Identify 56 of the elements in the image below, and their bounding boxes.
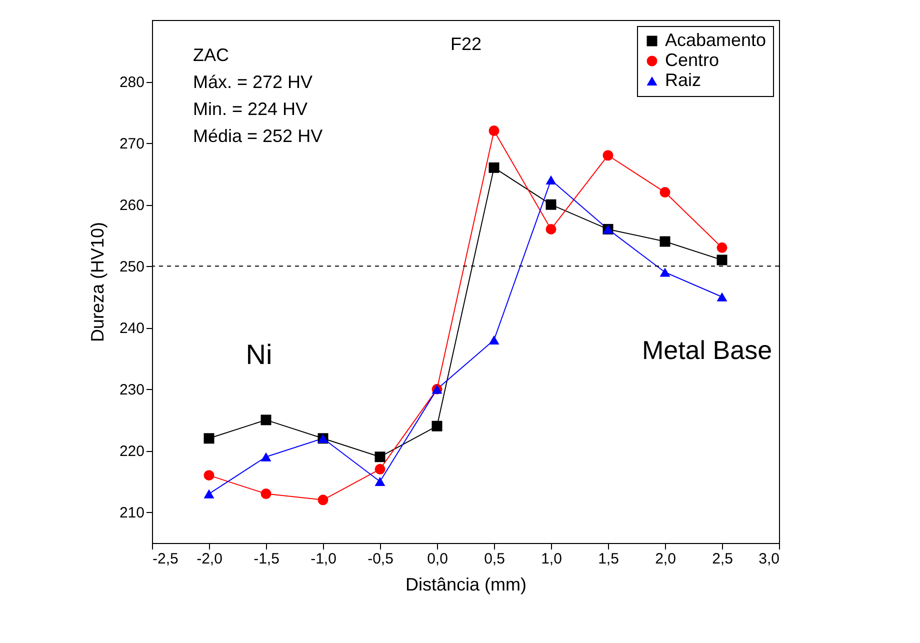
annotation: Metal Base [642,335,772,365]
y-axis-title: Dureza (HV10) [87,222,108,342]
point [260,488,272,500]
annotation: ZAC [193,45,229,65]
x-tick-label: 1,5 [598,550,619,568]
point [432,420,442,432]
x-axis-title: Distância (mm) [405,574,527,594]
x-tick-label: -0,5 [368,550,394,568]
point [716,242,728,253]
point [488,162,500,173]
point [546,224,556,234]
point [374,476,386,486]
legend-label: Acabamento [665,30,766,50]
x-tick-label: -2,5 [152,550,178,568]
point [374,464,386,474]
annotation: Média = 252 HV [193,126,323,146]
x-tick-label: 1,0 [541,550,562,568]
x-tick-label: 2,0 [655,550,676,568]
point [716,292,728,302]
annotation: Min. = 224 HV [193,99,308,119]
y-tick-label: 230 [119,382,144,399]
point [660,187,670,198]
point [318,494,328,506]
point [660,236,670,247]
y-tick-label: 270 [119,136,144,153]
point [488,335,500,344]
point [204,433,214,444]
point [488,126,500,136]
annotation: Máx. = 272 HV [193,72,313,92]
x-tick-label: 0,0 [427,550,448,568]
legend-label: Centro [665,50,720,70]
legend-label: Raiz [665,70,702,90]
y-tick-label: 250 [119,258,144,276]
annotation: Ni [246,339,272,370]
point [204,489,214,498]
point [260,452,272,462]
x-tick-label: -1,0 [310,550,336,568]
text: F22 [450,34,482,54]
point [602,150,614,161]
x-tick-label: 2,5 [712,550,733,568]
point [716,254,728,266]
x-tick-label: 3,0 [758,550,780,568]
point [660,268,670,277]
point [546,199,556,210]
x-tick-label: -2,0 [196,550,222,568]
y-tick-label: 220 [119,443,144,460]
x-tick-label: 0,5 [484,550,505,568]
point [204,470,214,481]
y-tick-label: 280 [119,74,144,92]
point [260,414,272,426]
y-tick-label: 210 [119,504,144,522]
point [546,175,556,185]
y-tick-label: 240 [119,320,144,338]
y-tick-label: 260 [119,197,144,214]
x-tick-label: -1,5 [254,550,280,568]
point [374,452,386,462]
